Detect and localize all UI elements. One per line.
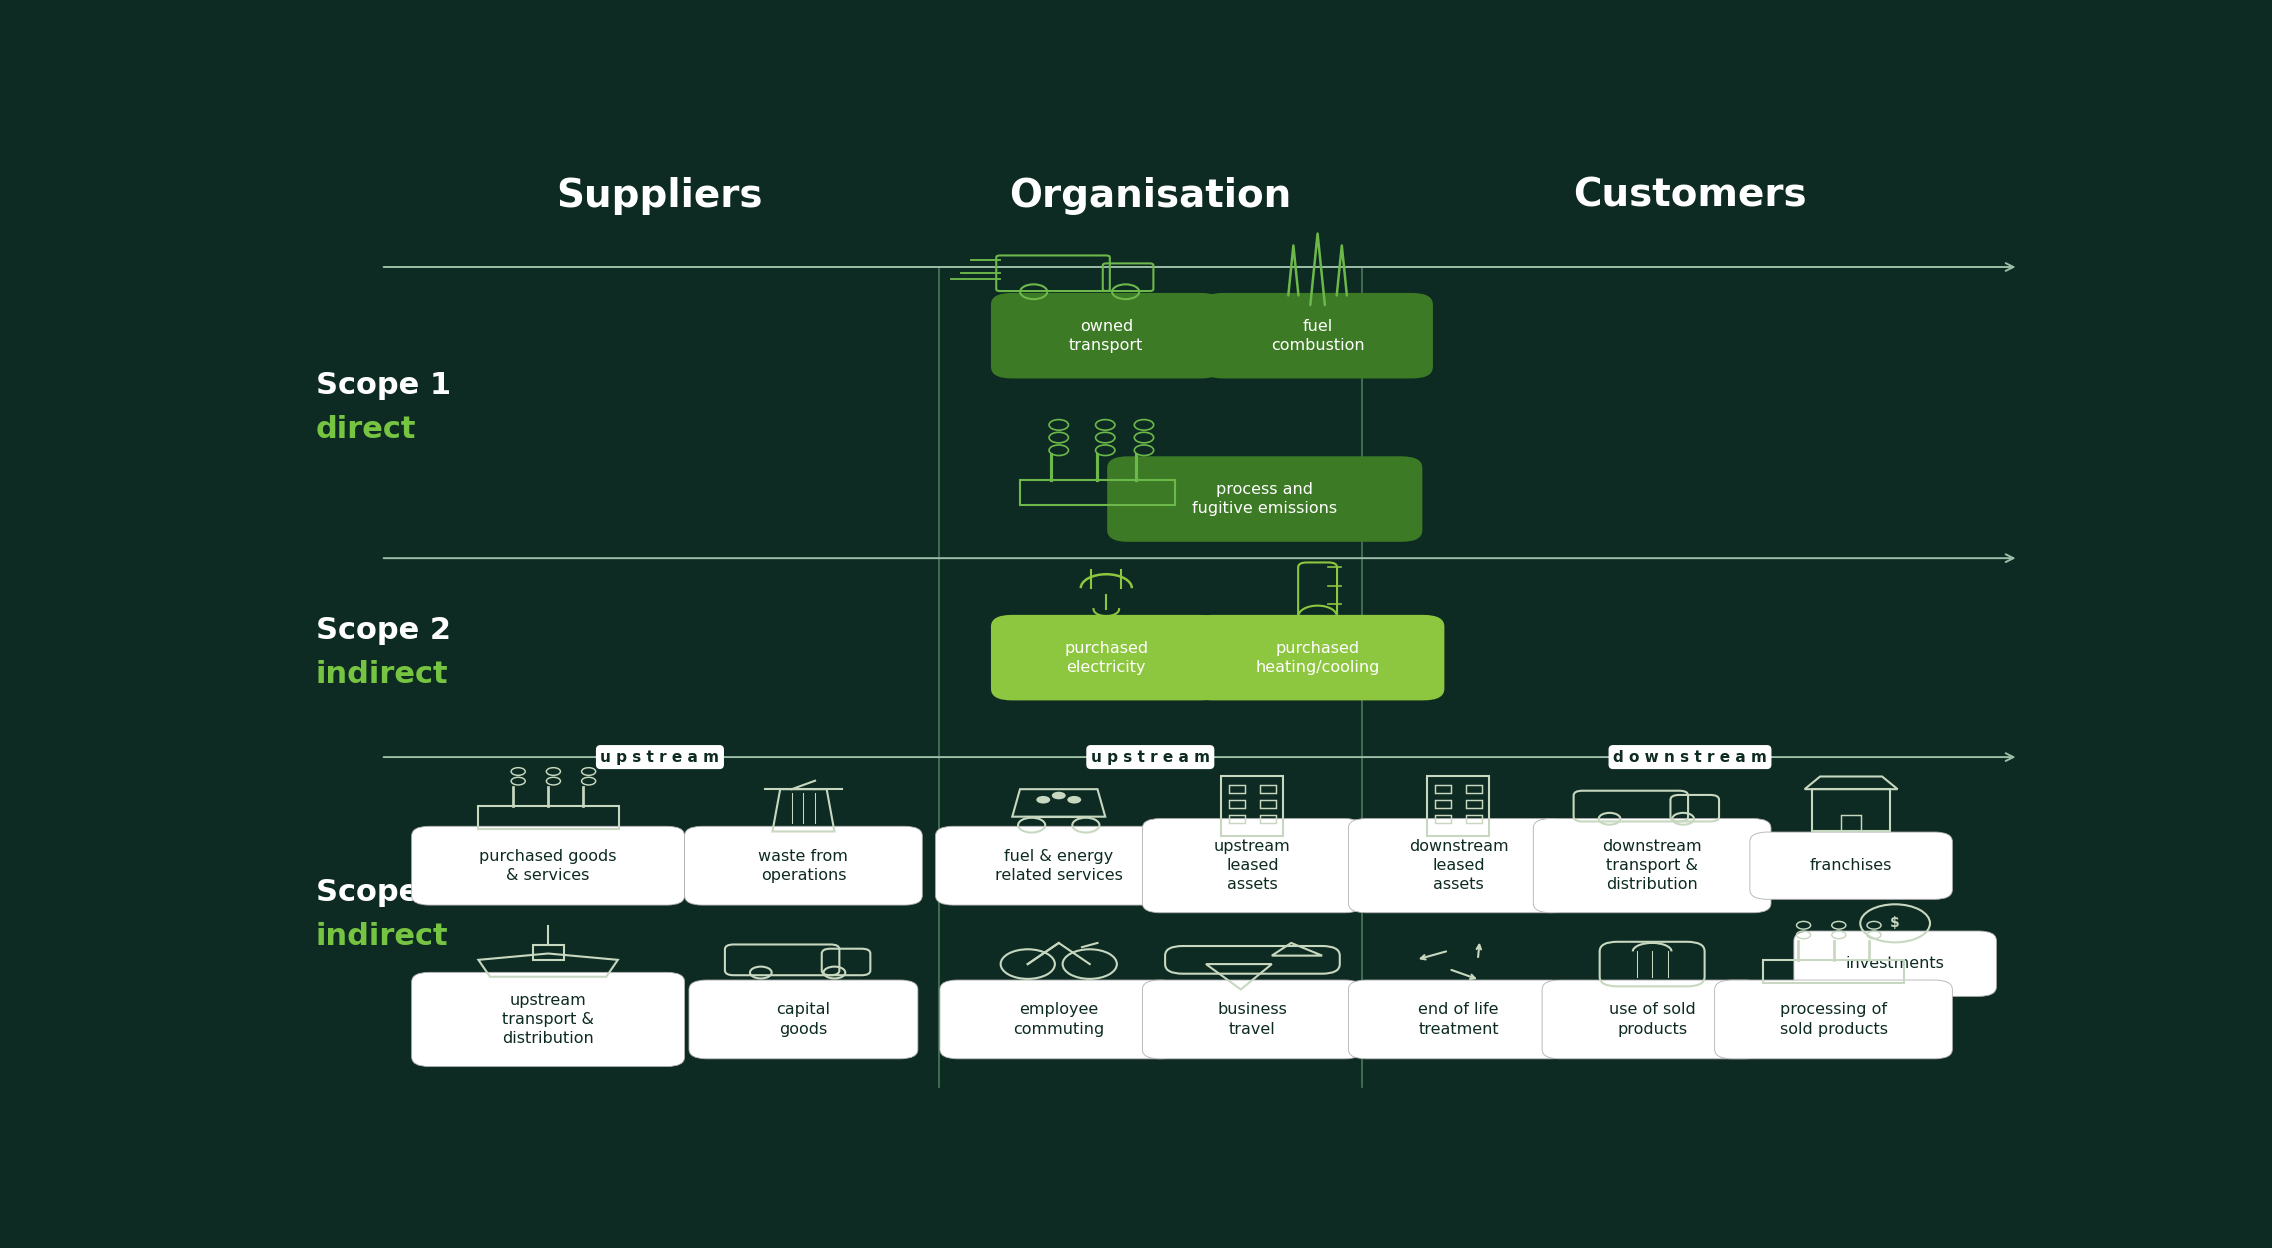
Bar xyxy=(532,945,563,960)
Bar xyxy=(1436,815,1452,822)
Text: use of sold
products: use of sold products xyxy=(1609,1002,1695,1037)
Bar xyxy=(1261,800,1275,809)
Text: u p s t r e a m: u p s t r e a m xyxy=(1091,750,1209,765)
Bar xyxy=(1813,789,1890,831)
Bar xyxy=(1229,815,1245,822)
Circle shape xyxy=(1068,796,1081,804)
Text: fuel & energy
related services: fuel & energy related services xyxy=(995,849,1122,882)
FancyBboxPatch shape xyxy=(411,826,684,905)
FancyBboxPatch shape xyxy=(1191,615,1445,700)
Text: upstream
transport &
distribution: upstream transport & distribution xyxy=(502,992,593,1046)
Text: Suppliers: Suppliers xyxy=(557,177,763,215)
FancyBboxPatch shape xyxy=(411,972,684,1067)
Text: Customers: Customers xyxy=(1572,177,1806,215)
Text: downstream
transport &
distribution: downstream transport & distribution xyxy=(1602,839,1702,892)
Text: Organisation: Organisation xyxy=(1009,177,1290,215)
Text: indirect: indirect xyxy=(316,922,448,951)
Text: Scope 2: Scope 2 xyxy=(316,617,450,645)
FancyBboxPatch shape xyxy=(1202,293,1434,378)
FancyBboxPatch shape xyxy=(684,826,922,905)
Bar xyxy=(1229,800,1245,809)
Bar xyxy=(1465,815,1481,822)
Text: purchased
electricity: purchased electricity xyxy=(1063,640,1147,675)
FancyBboxPatch shape xyxy=(1795,931,1997,996)
Bar xyxy=(1436,785,1452,794)
Text: Scope 3: Scope 3 xyxy=(316,879,450,907)
Text: business
travel: business travel xyxy=(1218,1002,1288,1037)
Text: owned
transport: owned transport xyxy=(1070,318,1143,353)
Text: direct: direct xyxy=(316,416,416,444)
FancyBboxPatch shape xyxy=(1347,819,1568,912)
FancyBboxPatch shape xyxy=(1534,819,1770,912)
Circle shape xyxy=(1036,796,1050,804)
Text: u p s t r e a m: u p s t r e a m xyxy=(600,750,720,765)
Bar xyxy=(1261,815,1275,822)
Bar xyxy=(1465,785,1481,794)
Text: investments: investments xyxy=(1845,956,1945,971)
FancyBboxPatch shape xyxy=(1106,457,1422,542)
Bar xyxy=(1222,776,1284,836)
Text: Scope 1: Scope 1 xyxy=(316,371,450,401)
Bar xyxy=(1465,800,1481,809)
Bar xyxy=(1840,815,1861,831)
FancyBboxPatch shape xyxy=(1347,980,1568,1058)
Text: indirect: indirect xyxy=(316,660,448,689)
FancyBboxPatch shape xyxy=(991,615,1222,700)
Text: d o w n s t r e a m: d o w n s t r e a m xyxy=(1613,750,1768,765)
Bar xyxy=(1763,960,1904,983)
Bar xyxy=(1427,776,1490,836)
Circle shape xyxy=(1052,791,1066,799)
Text: $: $ xyxy=(1890,916,1899,930)
Text: downstream
leased
assets: downstream leased assets xyxy=(1409,839,1509,892)
Text: capital
goods: capital goods xyxy=(777,1002,832,1037)
FancyBboxPatch shape xyxy=(941,980,1177,1058)
Text: upstream
leased
assets: upstream leased assets xyxy=(1213,839,1290,892)
Bar xyxy=(477,806,618,829)
Text: processing of
sold products: processing of sold products xyxy=(1779,1002,1888,1037)
FancyBboxPatch shape xyxy=(1543,980,1763,1058)
Bar xyxy=(1261,785,1275,794)
Text: purchased
heating/cooling: purchased heating/cooling xyxy=(1256,640,1379,675)
Text: process and
fugitive emissions: process and fugitive emissions xyxy=(1193,482,1338,517)
Text: purchased goods
& services: purchased goods & services xyxy=(479,849,618,882)
Bar xyxy=(1229,785,1245,794)
Text: fuel
combustion: fuel combustion xyxy=(1270,318,1365,353)
FancyBboxPatch shape xyxy=(1715,980,1952,1058)
Text: waste from
operations: waste from operations xyxy=(759,849,847,882)
FancyBboxPatch shape xyxy=(1143,980,1363,1058)
FancyBboxPatch shape xyxy=(1749,832,1952,900)
FancyBboxPatch shape xyxy=(936,826,1181,905)
Text: end of life
treatment: end of life treatment xyxy=(1418,1002,1500,1037)
FancyBboxPatch shape xyxy=(1143,819,1363,912)
FancyBboxPatch shape xyxy=(991,293,1222,378)
Bar xyxy=(1436,800,1452,809)
Text: employee
commuting: employee commuting xyxy=(1013,1002,1104,1037)
FancyBboxPatch shape xyxy=(688,980,918,1058)
Bar xyxy=(1020,479,1175,505)
Text: franchises: franchises xyxy=(1811,859,1893,874)
